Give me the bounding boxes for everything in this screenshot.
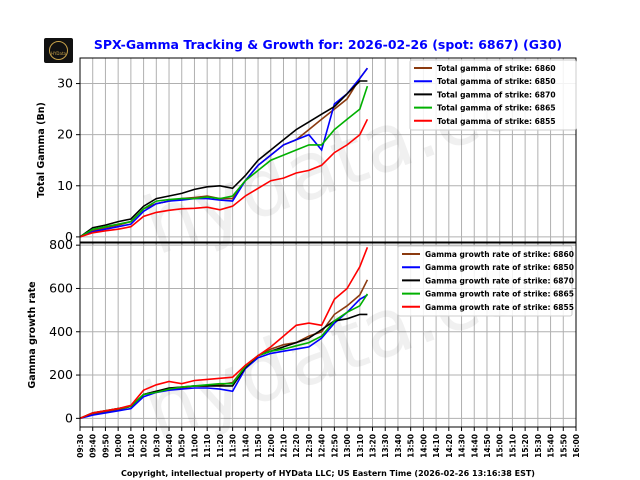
x-tick-label: 13:00 — [343, 434, 352, 458]
x-tick-label: 15:20 — [521, 434, 530, 458]
x-tick-label: 10:20 — [140, 434, 149, 458]
x-tick-label: 10:30 — [152, 434, 161, 458]
x-tick-label: 12:10 — [279, 434, 288, 458]
x-tick-label: 15:40 — [547, 434, 556, 458]
y-tick-label: 600 — [49, 280, 73, 295]
footer-copyright: Copyright, intellectual property of HYDa… — [121, 469, 535, 478]
x-tick-label: 11:00 — [190, 434, 199, 458]
legend-entry: Gamma growth rate of strike: 6870 — [425, 276, 574, 285]
x-tick-label: 10:00 — [114, 434, 123, 458]
x-tick-label: 09:50 — [101, 434, 110, 458]
legend-entry: Total gamma of strike: 6860 — [437, 64, 556, 73]
plot-frame — [79, 242, 577, 428]
legend-entry: Gamma growth rate of strike: 6855 — [425, 303, 574, 312]
x-tick-label: 11:50 — [254, 434, 263, 458]
x-tick-label: 10:40 — [165, 434, 174, 458]
x-tick-label: 13:10 — [356, 434, 365, 458]
x-tick-label: 14:10 — [432, 434, 441, 458]
y-tick-label: 200 — [49, 367, 73, 382]
x-tick-label: 16:00 — [572, 434, 581, 458]
x-tick-label: 12:30 — [305, 434, 314, 458]
y-axis-label: Total Gamma (Bn) — [36, 102, 47, 198]
x-tick-label: 13:40 — [394, 434, 403, 458]
series-line-6870 — [79, 80, 368, 238]
legend-entry: Gamma growth rate of strike: 6850 — [425, 263, 574, 272]
y-tick-label: 30 — [57, 76, 73, 91]
legend: Total gamma of strike: 6860 Total gamma o… — [409, 59, 577, 131]
x-tick-label: 12:00 — [267, 434, 276, 458]
series-line-6855 — [79, 247, 369, 420]
x-tick-label: 11:10 — [203, 434, 212, 458]
x-tick-label: 10:10 — [127, 434, 136, 458]
x-tick-label: 12:20 — [292, 434, 301, 458]
series-line-6855 — [79, 118, 369, 238]
x-tick-label: 14:20 — [445, 434, 454, 458]
y-tick-label: 0 — [65, 229, 73, 244]
series-line-6850 — [79, 294, 368, 420]
x-tick-label: 14:50 — [483, 434, 492, 458]
legend-entry: Gamma growth rate of strike: 6860 — [425, 250, 574, 259]
x-tick-label: 09:30 — [76, 434, 85, 458]
legend-box — [409, 59, 577, 131]
x-tick-label: 15:00 — [496, 434, 505, 458]
x-tick-label: 12:50 — [330, 434, 339, 458]
x-tick-label: 15:50 — [559, 434, 568, 458]
plot-frame — [79, 57, 577, 243]
y-tick-label: 400 — [49, 324, 73, 339]
x-tick-label: 15:10 — [508, 434, 517, 458]
y-tick-label: 0 — [65, 410, 73, 425]
legend: Gamma growth rate of strike: 6860 Gamma g… — [397, 245, 574, 317]
x-tick-label: 14:00 — [419, 434, 428, 458]
x-tick-label: 10:50 — [178, 434, 187, 458]
chart-title: SPX-Gamma Tracking & Growth for: 2026-02… — [94, 37, 562, 52]
legend-entry: Gamma growth rate of strike: 6865 — [425, 290, 574, 299]
series-line-6865 — [79, 85, 369, 238]
x-tick-label: 14:40 — [470, 434, 479, 458]
series-line-6865 — [79, 293, 369, 420]
x-tick-label: 12:40 — [318, 434, 327, 458]
x-tick-label: 15:30 — [534, 434, 543, 458]
hydata-logo: HYData — [44, 38, 73, 63]
legend-box — [397, 245, 573, 317]
y-axis-label: Gamma growth rate — [27, 281, 38, 388]
x-tick-label: 13:30 — [381, 434, 390, 458]
x-tick-label: 11:20 — [216, 434, 225, 458]
x-tick-label: 14:30 — [458, 434, 467, 458]
legend-entry: Total gamma of strike: 6855 — [437, 117, 556, 126]
x-tick-label: 11:40 — [241, 434, 250, 458]
legend-entry: Total gamma of strike: 6850 — [437, 77, 556, 86]
legend-entry: Total gamma of strike: 6865 — [437, 104, 556, 113]
x-tick-label: 09:40 — [89, 434, 98, 458]
legend-entry: Total gamma of strike: 6870 — [437, 90, 556, 99]
x-tick-label: 11:30 — [229, 434, 238, 458]
x-tick-label: 13:50 — [407, 434, 416, 458]
x-tick-label: 13:20 — [369, 434, 378, 458]
y-tick-label: 800 — [49, 237, 73, 252]
y-tick-label: 20 — [57, 127, 73, 142]
y-tick-label: 10 — [57, 178, 73, 193]
